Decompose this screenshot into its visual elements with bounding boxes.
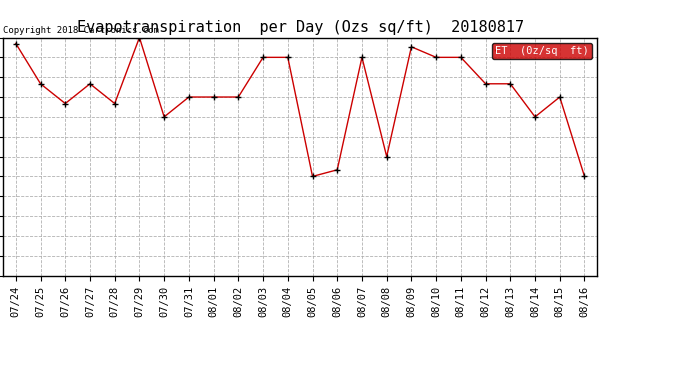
- Title: Evapotranspiration  per Day (Ozs sq/ft)  20180817: Evapotranspiration per Day (Ozs sq/ft) 2…: [77, 20, 524, 35]
- Legend: ET  (0z/sq  ft): ET (0z/sq ft): [492, 43, 591, 59]
- Text: Copyright 2018 Cartronics.com: Copyright 2018 Cartronics.com: [3, 26, 159, 35]
